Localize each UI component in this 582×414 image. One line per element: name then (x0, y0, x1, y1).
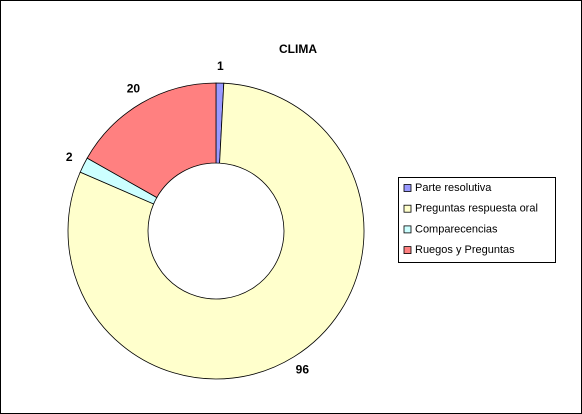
data-label: 20 (127, 82, 141, 96)
legend-swatch (403, 246, 412, 255)
legend-label: Preguntas respuesta oral (415, 203, 538, 215)
legend-swatch (403, 184, 412, 192)
data-label: 96 (296, 363, 310, 377)
legend-box (398, 177, 556, 263)
donut-slice (67, 82, 365, 380)
legend-label: Comparecencias (415, 223, 498, 235)
donut-slice (86, 82, 217, 199)
data-label: 1 (217, 59, 224, 73)
legend-swatch (403, 204, 412, 213)
legend-label: Ruegos y Preguntas (415, 244, 515, 256)
data-label: 2 (66, 150, 73, 164)
legend-swatch (403, 225, 412, 234)
legend-label: Parte resolutiva (415, 182, 492, 194)
chart-title: CLIMA (279, 42, 317, 56)
